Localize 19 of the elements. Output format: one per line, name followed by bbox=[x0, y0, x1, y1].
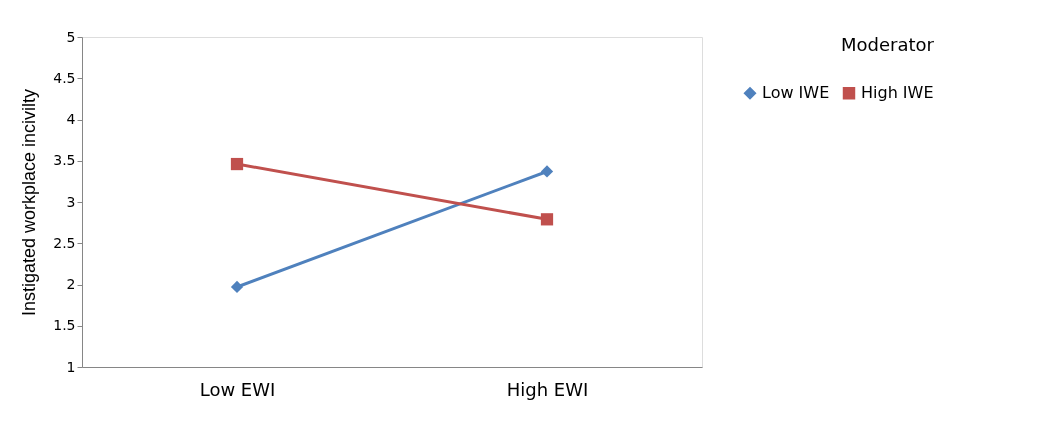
legend-title: Moderator bbox=[841, 34, 935, 55]
point bbox=[230, 157, 244, 171]
point bbox=[540, 165, 554, 178]
point bbox=[540, 213, 554, 226]
point bbox=[230, 280, 244, 294]
y-tick-label: 2.5 bbox=[53, 234, 76, 251]
y-tick-label: 4.5 bbox=[53, 69, 76, 86]
y-tick-label: 3.5 bbox=[53, 152, 76, 169]
y-tick-label: 1 bbox=[66, 358, 76, 375]
x-tick-label: Low EWI bbox=[199, 378, 276, 400]
y-tick-label: 4 bbox=[66, 111, 76, 127]
y-tick-label: 5 bbox=[66, 28, 76, 45]
legend-label: High IWE bbox=[861, 83, 934, 103]
y-tick-label: 2 bbox=[66, 276, 76, 292]
legend-label: Low IWE bbox=[762, 83, 830, 103]
x-tick-label: High EWI bbox=[506, 378, 589, 400]
y-tick-label: 1.5 bbox=[53, 317, 76, 334]
y-axis-title: Instigated workplace incivilty bbox=[19, 88, 40, 317]
y-tick-label: 3 bbox=[66, 193, 76, 210]
